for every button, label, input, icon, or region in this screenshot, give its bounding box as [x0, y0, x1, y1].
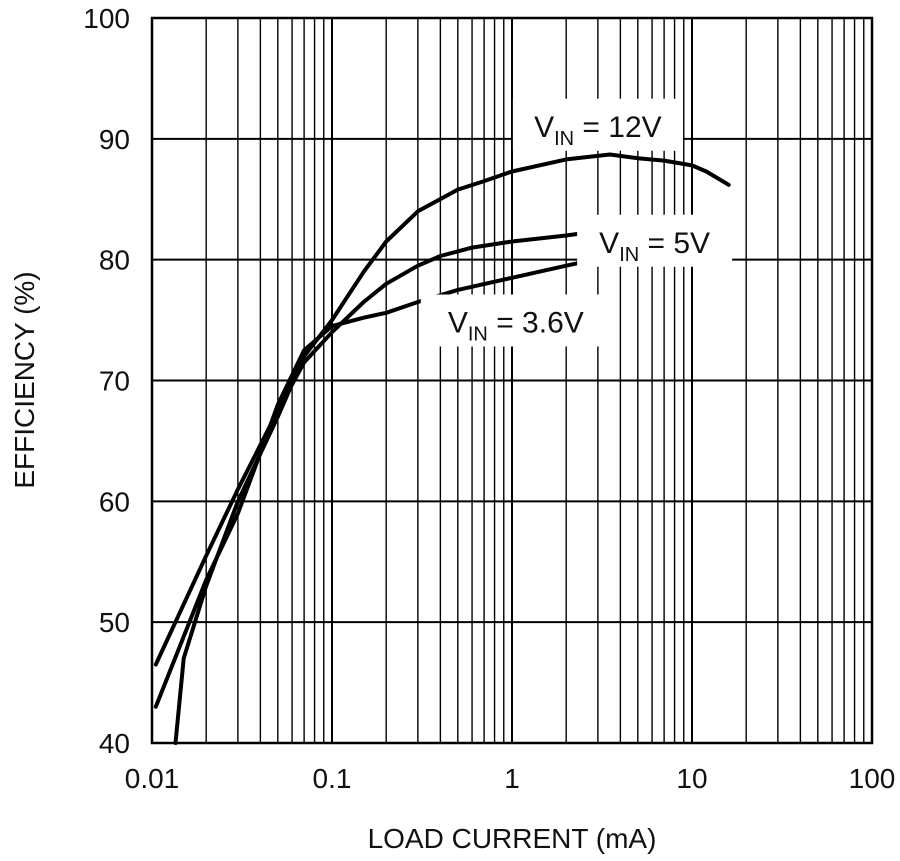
grid: [152, 18, 872, 743]
series-label-1: VIN = 5V: [599, 227, 710, 266]
plot-frame: [150, 16, 874, 745]
series-label-background: [512, 98, 683, 151]
series-line-2: [153, 251, 592, 709]
y-tick-label: 90: [99, 124, 130, 155]
y-tick-label: 80: [99, 245, 130, 276]
series-label-background: [420, 294, 611, 347]
series-label-0: VIN = 12V: [534, 111, 662, 150]
y-tick-label: 60: [99, 486, 130, 517]
y-axis-label: EFFICIENCY (%): [9, 271, 40, 488]
y-tick-labels: 40 50 60 70 80 90 100: [83, 3, 130, 759]
x-tick-label: 0.01: [125, 763, 180, 794]
y-tick-label: 70: [99, 366, 130, 397]
series-labels: VIN = 12V VIN = 5V VIN = 3.6V: [420, 98, 733, 347]
x-tick-label: 1: [504, 763, 520, 794]
series-line-0: [173, 152, 731, 745]
x-tick-label: 0.1: [313, 763, 352, 794]
x-tick-label: 100: [849, 763, 896, 794]
x-axis-label: LOAD CURRENT (mA): [368, 823, 657, 854]
y-tick-label: 40: [99, 728, 130, 759]
series-line-1: [153, 221, 623, 667]
series-label-background: [577, 214, 733, 267]
series-label-2: VIN = 3.6V: [448, 307, 584, 346]
y-tick-label: 100: [83, 3, 130, 34]
y-tick-label: 50: [99, 607, 130, 638]
x-tick-labels: 0.01 0.1 1 10 100: [125, 763, 896, 794]
x-tick-label: 10: [676, 763, 707, 794]
